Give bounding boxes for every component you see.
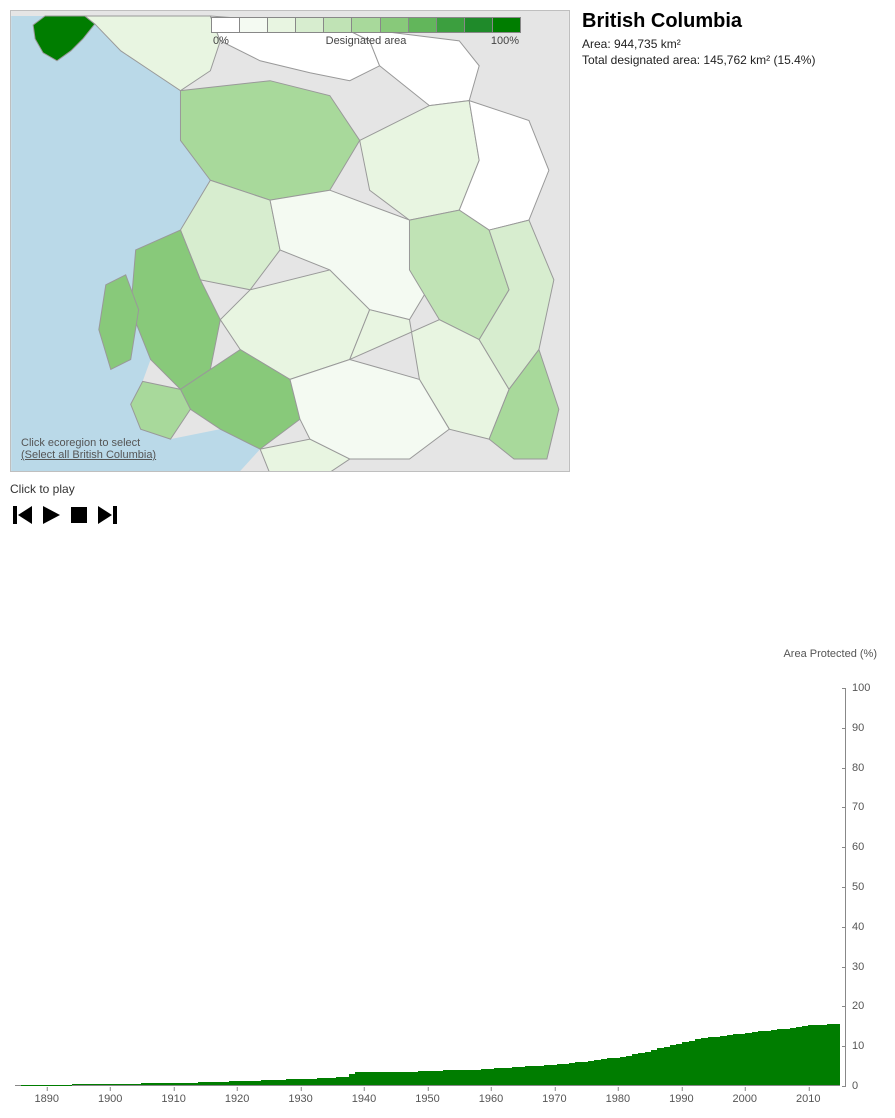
legend-mid: Designated area bbox=[211, 35, 521, 47]
playback-controls: Click to play bbox=[10, 482, 570, 528]
region-title: British Columbia bbox=[582, 10, 885, 33]
timeseries-chart: Area Protected (%) 010203040506070809010… bbox=[10, 538, 885, 1108]
select-all-link[interactable]: (Select all British Columbia) bbox=[21, 449, 156, 461]
y-tick: 20 bbox=[846, 1000, 864, 1012]
bar-chart: 0102030405060708090100 18901900191019201… bbox=[10, 538, 885, 1108]
x-tick: 1890 bbox=[34, 1093, 58, 1105]
y-tick: 70 bbox=[846, 801, 864, 813]
stop-icon bbox=[68, 504, 90, 526]
y-tick: 100 bbox=[846, 682, 870, 694]
bars bbox=[15, 688, 840, 1085]
legend-swatch bbox=[296, 18, 324, 32]
x-tick: 1900 bbox=[98, 1093, 122, 1105]
x-tick: 1940 bbox=[352, 1093, 376, 1105]
left-column: 0% 100% Designated area Click ecoregion … bbox=[10, 10, 570, 528]
legend-swatch bbox=[465, 18, 493, 32]
y-tick: 60 bbox=[846, 841, 864, 853]
y-tick: 30 bbox=[846, 961, 864, 973]
x-tick: 1980 bbox=[606, 1093, 630, 1105]
map-legend: 0% 100% Designated area bbox=[211, 17, 521, 47]
x-axis: 1890 1900 1910 1920 1930 1940 1950 1960 1970 1980… bbox=[15, 1088, 840, 1108]
controls-label: Click to play bbox=[10, 482, 570, 496]
stop-button[interactable] bbox=[66, 502, 92, 528]
skip-back-button[interactable] bbox=[10, 502, 36, 528]
legend-swatch bbox=[212, 18, 240, 32]
legend-swatch bbox=[493, 18, 520, 32]
x-tick: 2000 bbox=[733, 1093, 757, 1105]
play-icon bbox=[40, 504, 62, 526]
x-tick: 1970 bbox=[542, 1093, 566, 1105]
bar-area bbox=[15, 688, 840, 1086]
map-panel: 0% 100% Designated area Click ecoregion … bbox=[10, 10, 570, 472]
legend-swatch bbox=[381, 18, 409, 32]
y-tick: 50 bbox=[846, 881, 864, 893]
controls-buttons bbox=[10, 502, 570, 528]
y-tick: 0 bbox=[846, 1080, 858, 1092]
region-area: Area: 944,735 km² bbox=[582, 37, 885, 51]
y-tick: 90 bbox=[846, 722, 864, 734]
skip-back-icon bbox=[12, 504, 34, 526]
bar[interactable] bbox=[834, 1024, 840, 1085]
map-hint: Click ecoregion to select (Select all Br… bbox=[21, 437, 156, 461]
legend-swatch bbox=[324, 18, 352, 32]
root: 0% 100% Designated area Click ecoregion … bbox=[10, 10, 885, 528]
x-tick: 1990 bbox=[669, 1093, 693, 1105]
x-tick: 1910 bbox=[161, 1093, 185, 1105]
skip-forward-icon bbox=[96, 504, 118, 526]
skip-forward-button[interactable] bbox=[94, 502, 120, 528]
legend-swatch bbox=[437, 18, 465, 32]
right-column: British Columbia Area: 944,735 km² Total… bbox=[570, 10, 885, 69]
ecoregion-map[interactable] bbox=[11, 11, 569, 471]
y-tick: 80 bbox=[846, 762, 864, 774]
legend-swatch bbox=[240, 18, 268, 32]
play-button[interactable] bbox=[38, 502, 64, 528]
region-designated: Total designated area: 145,762 km² (15.4… bbox=[582, 53, 885, 67]
y-tick: 10 bbox=[846, 1040, 864, 1052]
x-tick: 1950 bbox=[415, 1093, 439, 1105]
map-hint-text: Click ecoregion to select bbox=[21, 437, 156, 449]
legend-swatches bbox=[211, 17, 521, 33]
y-tick: 40 bbox=[846, 921, 864, 933]
legend-swatch bbox=[352, 18, 380, 32]
legend-swatch bbox=[409, 18, 437, 32]
x-tick: 2010 bbox=[796, 1093, 820, 1105]
y-axis: 0102030405060708090100 bbox=[845, 688, 885, 1086]
x-tick: 1920 bbox=[225, 1093, 249, 1105]
x-tick: 1930 bbox=[288, 1093, 312, 1105]
legend-swatch bbox=[268, 18, 296, 32]
x-tick: 1960 bbox=[479, 1093, 503, 1105]
